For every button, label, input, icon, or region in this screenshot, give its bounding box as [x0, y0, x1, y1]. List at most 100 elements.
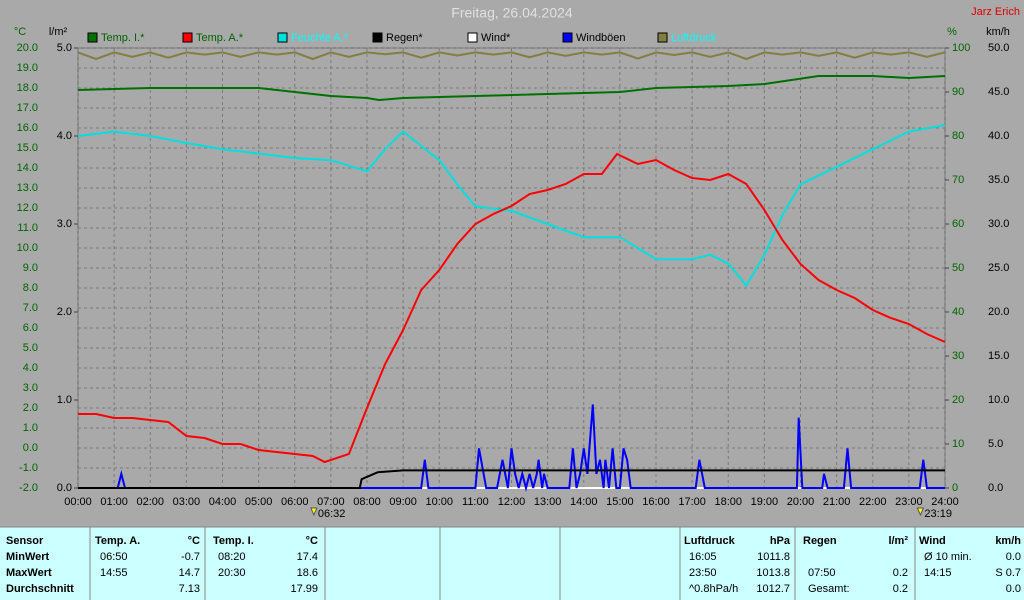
- column-header: Regen: [803, 535, 837, 547]
- y-tick-label: 6.0: [23, 322, 38, 334]
- y-tick-label: 16.0: [17, 122, 38, 134]
- y-tick-label: 17.0: [17, 102, 38, 114]
- x-tick-label: 12:00: [498, 496, 526, 508]
- y-tick-label: -1.0: [19, 462, 38, 474]
- y-tick-label: 70: [952, 174, 964, 186]
- y-tick-label: 2.0: [23, 402, 38, 414]
- y-tick-label: 20.0: [988, 306, 1009, 318]
- y-tick-label: 5.0: [57, 42, 72, 54]
- series-line: [77, 124, 946, 288]
- author: Jarz Erich: [971, 6, 1020, 18]
- table-cell: 06:50: [100, 551, 128, 563]
- y-tick-label: 12.0: [17, 202, 38, 214]
- x-tick-label: 15:00: [606, 496, 634, 508]
- legend-label: Feuchte A.*: [291, 32, 349, 44]
- y-tick-label: 100: [952, 42, 970, 54]
- series-line: [78, 404, 945, 492]
- x-tick-label: 18:00: [714, 496, 742, 508]
- chart-title: Freitag, 26.04.2024: [451, 5, 573, 21]
- table-cell: 08:20: [218, 551, 246, 563]
- y-tick-label: 0.0: [57, 482, 72, 494]
- series-line: [78, 469, 945, 489]
- table-cell: Gesamt:: [808, 583, 850, 595]
- table-cell: 16:05: [689, 551, 717, 563]
- x-tick-label: 07:00: [317, 496, 345, 508]
- x-tick-label: 03:00: [173, 496, 201, 508]
- legend-swatch: [562, 32, 573, 43]
- legend-swatch: [467, 32, 478, 43]
- legend-label: Wind*: [481, 32, 511, 44]
- table-background: [0, 527, 1024, 600]
- y-tick-label: 50.0: [988, 42, 1009, 54]
- column-header: Temp. A.: [95, 535, 140, 547]
- legend-swatch: [372, 32, 383, 43]
- y-tick-label: 8.0: [23, 282, 38, 294]
- y-tick-label: 5.0: [988, 438, 1003, 450]
- table-cell: 7.13: [179, 583, 200, 595]
- y-tick-label: 10.0: [988, 394, 1009, 406]
- y-tick-label: 4.0: [57, 130, 72, 142]
- legend-swatch: [182, 32, 193, 43]
- y-tick-label: 30.0: [988, 218, 1009, 230]
- table-cell: 0.2: [893, 567, 908, 579]
- row-label: Durchschnitt: [6, 583, 74, 595]
- x-tick-label: 06:00: [281, 496, 309, 508]
- x-tick-label: 10:00: [425, 496, 453, 508]
- y-tick-label: 13.0: [17, 182, 38, 194]
- series-line: [77, 51, 946, 61]
- column-unit: l/m²: [888, 535, 908, 547]
- y-tick-label: 7.0: [23, 302, 38, 314]
- table-cell: -0.7: [181, 551, 200, 563]
- x-tick-label: 22:00: [859, 496, 887, 508]
- x-tick-label: 23:00: [895, 496, 923, 508]
- marker: [916, 507, 925, 517]
- legend-swatch: [87, 32, 98, 43]
- axis-title: km/h: [986, 26, 1010, 38]
- x-tick-label: 04:00: [209, 496, 237, 508]
- x-tick-label: 05:00: [245, 496, 273, 508]
- y-tick-label: 1.0: [23, 422, 38, 434]
- legend-swatch: [277, 32, 288, 43]
- y-tick-label: 80: [952, 130, 964, 142]
- row-label: MinWert: [6, 551, 50, 563]
- legend-label: Temp. I.*: [101, 32, 145, 44]
- axis-title: %: [947, 26, 957, 38]
- table-cell: 0.2: [893, 583, 908, 595]
- y-tick-label: 1.0: [57, 394, 72, 406]
- marker: [310, 507, 318, 517]
- y-tick-label: 20.0: [17, 42, 38, 54]
- x-tick-label: 24:00: [931, 496, 959, 508]
- y-tick-label: 0.0: [23, 442, 38, 454]
- table-cell: Ø 10 min.: [924, 551, 972, 563]
- y-tick-label: 35.0: [988, 174, 1009, 186]
- y-tick-label: 90: [952, 86, 964, 98]
- y-tick-label: 50: [952, 262, 964, 274]
- y-tick-label: 30: [952, 350, 964, 362]
- y-tick-label: 14.0: [17, 162, 38, 174]
- x-tick-label: 02:00: [136, 496, 164, 508]
- x-tick-label: 19:00: [751, 496, 779, 508]
- marker-label: 06:32: [318, 508, 346, 520]
- column-header: Luftdruck: [684, 535, 736, 547]
- table-cell: 23:50: [689, 567, 717, 579]
- x-tick-label: 08:00: [353, 496, 381, 508]
- table-cell: S 0.7: [995, 567, 1021, 579]
- y-tick-label: 0: [952, 482, 958, 494]
- x-tick-label: 16:00: [642, 496, 670, 508]
- column-header: Temp. I.: [213, 535, 254, 547]
- y-tick-label: 20: [952, 394, 964, 406]
- table-cell: 14:15: [924, 567, 952, 579]
- row-label: MaxWert: [6, 567, 52, 579]
- x-tick-label: 01:00: [100, 496, 128, 508]
- y-tick-label: 25.0: [988, 262, 1009, 274]
- column-header: Wind: [919, 535, 946, 547]
- table-cell: 1012.7: [756, 583, 790, 595]
- table-cell: 18.6: [297, 567, 318, 579]
- x-tick-label: 11:00: [462, 496, 489, 508]
- y-tick-label: -2.0: [19, 482, 38, 494]
- y-tick-label: 3.0: [57, 218, 72, 230]
- x-tick-label: 14:00: [570, 496, 598, 508]
- y-tick-label: 18.0: [17, 82, 38, 94]
